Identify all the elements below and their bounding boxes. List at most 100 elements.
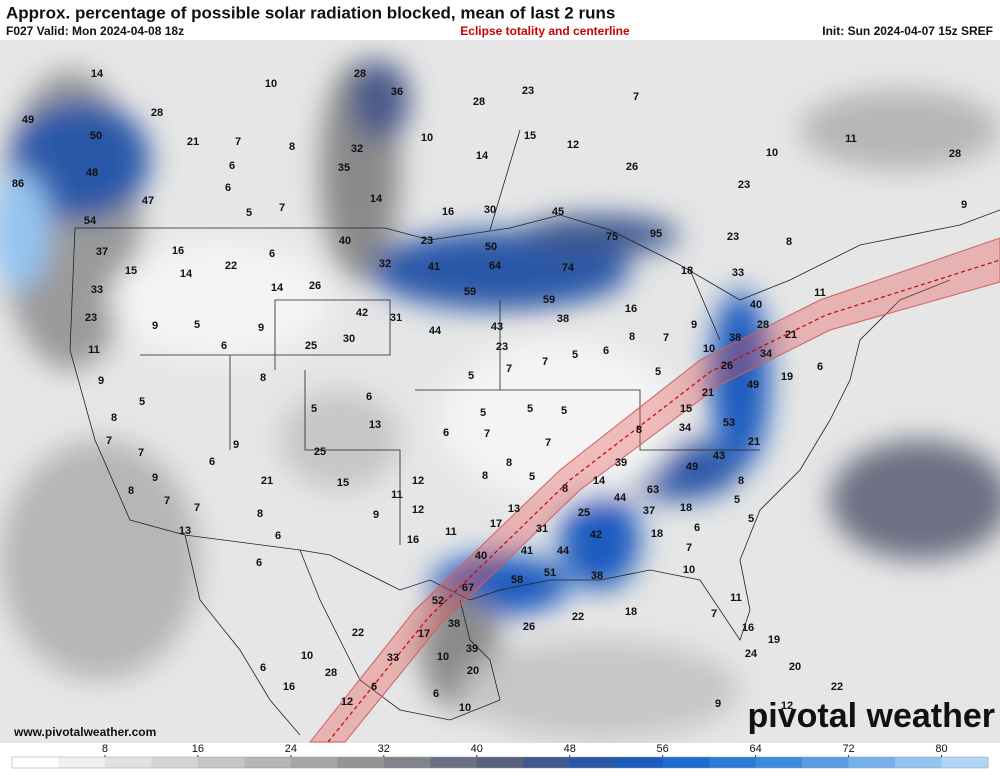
colorbar-segment — [12, 757, 59, 768]
colorbar-tick-label: 24 — [285, 743, 297, 755]
map-value: 37 — [643, 505, 655, 517]
map-value: 8 — [260, 372, 266, 384]
map-value: 33 — [732, 267, 744, 279]
map-value: 10 — [459, 702, 471, 714]
colorbar-segment — [290, 757, 338, 768]
map-value: 9 — [152, 320, 158, 332]
colorbar-segment — [244, 757, 292, 768]
map-value: 22 — [352, 627, 364, 639]
map-value: 5 — [480, 407, 486, 419]
map-value: 11 — [391, 489, 403, 501]
map-value: 12 — [341, 696, 353, 708]
map-value: 25 — [314, 446, 326, 458]
colorbar-segment — [523, 757, 571, 768]
map-value: 7 — [138, 447, 144, 459]
colorbar-segment — [802, 757, 850, 768]
colorbar-tick-label: 72 — [842, 743, 854, 755]
map-value: 23 — [738, 179, 750, 191]
map-value: 47 — [142, 195, 154, 207]
map-value: 39 — [466, 643, 478, 655]
map-value: 5 — [655, 366, 661, 378]
map-value: 25 — [578, 507, 590, 519]
map-value: 63 — [647, 484, 659, 496]
map-value: 6 — [256, 557, 262, 569]
map-value: 19 — [768, 634, 780, 646]
logo: pivotal weather — [747, 697, 995, 735]
map-value: 36 — [391, 86, 403, 98]
colorbar-segment — [337, 757, 385, 768]
map-value: 7 — [235, 136, 241, 148]
colorbar-segment — [848, 757, 896, 768]
map-value: 18 — [680, 502, 692, 514]
map-value: 32 — [351, 143, 363, 155]
colorbar-tick-label: 48 — [564, 743, 576, 755]
map-value: 53 — [723, 417, 735, 429]
map-value: 42 — [356, 307, 368, 319]
map-value: 28 — [151, 107, 163, 119]
colorbar-tick-label: 64 — [749, 743, 761, 755]
map-value: 18 — [681, 265, 693, 277]
colorbar-tick-label: 40 — [471, 743, 483, 755]
map-value: 9 — [98, 375, 104, 387]
map-value: 7 — [686, 542, 692, 554]
totality-band — [308, 237, 1000, 743]
map-value: 10 — [683, 564, 695, 576]
map-value: 9 — [258, 322, 264, 334]
colorbar-tick-label: 80 — [935, 743, 947, 755]
map-value: 7 — [279, 202, 285, 214]
map-value: 8 — [111, 412, 117, 424]
colorbar-segment — [476, 757, 524, 768]
map-value: 9 — [152, 472, 158, 484]
map-value: 7 — [164, 495, 170, 507]
colorbar-segment — [151, 757, 199, 768]
colorbar-segment — [662, 757, 710, 768]
map-value: 5 — [468, 370, 474, 382]
map-value: 39 — [615, 457, 627, 469]
map-value: 8 — [738, 475, 744, 487]
map-value: 13 — [179, 525, 191, 537]
website: www.pivotalweather.com — [13, 725, 156, 739]
colorbar-segment — [197, 757, 245, 768]
map-value: 6 — [275, 530, 281, 542]
map-value: 50 — [90, 130, 102, 142]
overlay-label: Eclipse totality and centerline — [460, 24, 630, 38]
map-value: 16 — [172, 245, 184, 257]
colorbar-tick-label: 16 — [192, 743, 204, 755]
map-value: 18 — [625, 606, 637, 618]
map-value: 22 — [225, 260, 237, 272]
map-value: 9 — [373, 509, 379, 521]
map-value: 11 — [845, 133, 857, 145]
colorbar-tick-label: 32 — [378, 743, 390, 755]
map-value: 40 — [339, 235, 351, 247]
map-value: 21 — [187, 136, 199, 148]
map-value: 23 — [496, 341, 508, 353]
map-value: 95 — [650, 228, 662, 240]
map-value: 38 — [591, 570, 603, 582]
map-value: 20 — [467, 665, 479, 677]
map-value: 15 — [337, 477, 349, 489]
map-value: 8 — [629, 331, 635, 343]
map-value: 38 — [448, 618, 460, 630]
colorbar-tick-label: 56 — [657, 743, 669, 755]
map-value: 23 — [727, 231, 739, 243]
colorbar-segment — [941, 757, 989, 768]
map-value: 25 — [305, 340, 317, 352]
map-value: 31 — [390, 312, 402, 324]
borders — [69, 129, 1000, 736]
colorbar: 8 16 24 32 40 48 56 64 72 80 — [11, 743, 989, 769]
map-value: 17 — [418, 628, 430, 640]
map-value: 5 — [527, 403, 533, 415]
map-value: 40 — [750, 299, 762, 311]
map-value: 59 — [464, 286, 476, 298]
map-value: 5 — [561, 405, 567, 417]
map-value: 28 — [354, 68, 366, 80]
map-value: 50 — [485, 241, 497, 253]
map-value: 9 — [715, 698, 721, 710]
map-value: 15 — [125, 265, 137, 277]
map-value: 7 — [194, 502, 200, 514]
map-value: 8 — [786, 236, 792, 248]
map-value: 38 — [557, 313, 569, 325]
colorbar-segment — [383, 757, 431, 768]
map-value: 42 — [590, 529, 602, 541]
